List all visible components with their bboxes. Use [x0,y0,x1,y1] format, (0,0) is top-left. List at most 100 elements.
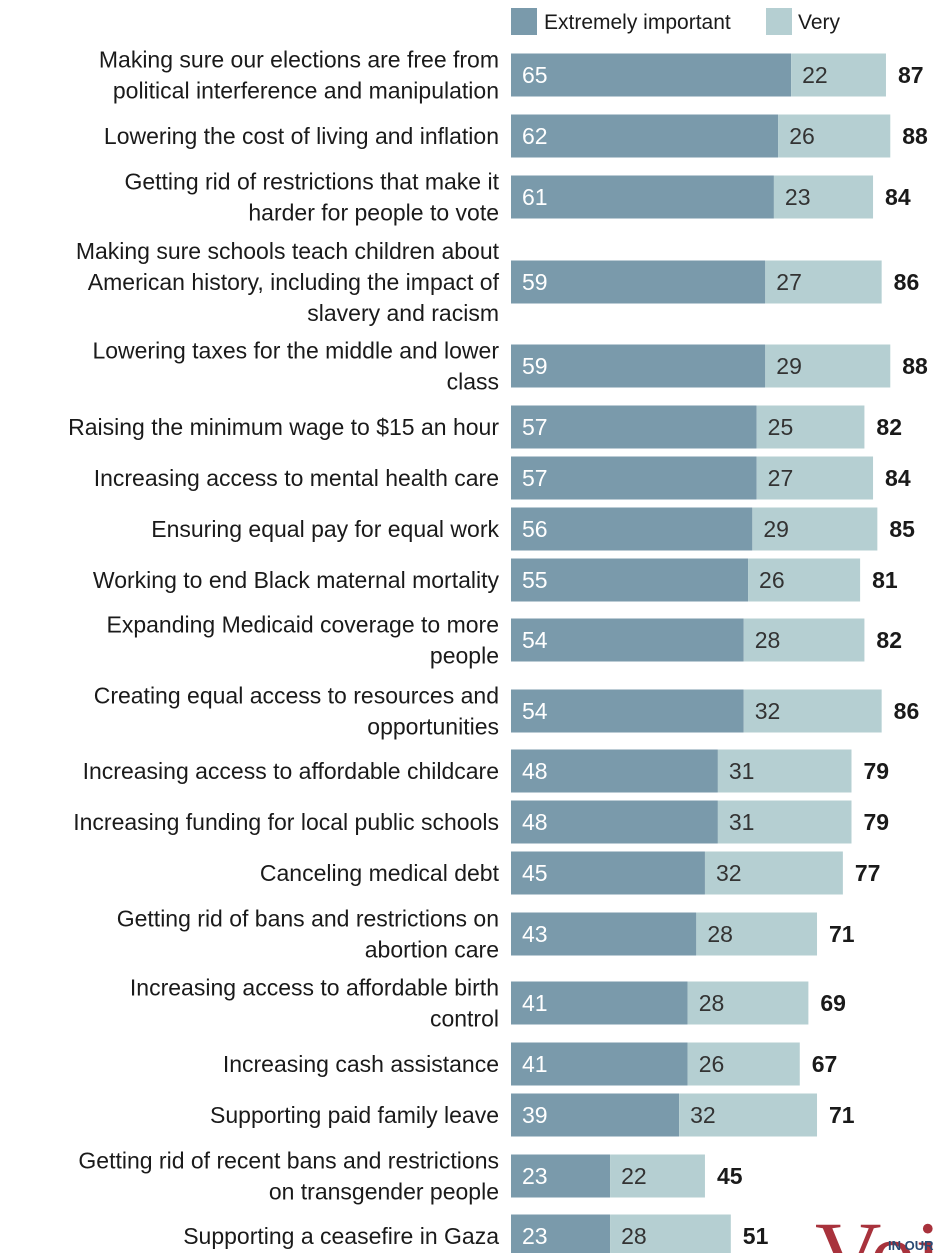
data-label-very: 27 [776,269,802,295]
data-label-very: 26 [699,1051,725,1077]
category-label: Increasing funding for local public scho… [73,809,499,835]
bar-very [748,558,861,602]
bar-very [765,344,891,388]
data-label-total: 84 [885,465,911,491]
data-label-extremely-important: 41 [522,1051,548,1077]
bar-extremely-important [511,53,792,97]
bar-very [743,689,882,733]
data-label-very: 26 [789,123,815,149]
data-label-total: 88 [902,353,928,379]
category-label: Increasing access to affordable childcar… [83,758,499,784]
data-label-very: 26 [759,567,785,593]
bar-extremely-important [511,344,766,388]
data-label-extremely-important: 56 [522,516,548,542]
data-label-extremely-important: 65 [522,62,548,88]
category-label: Making sure schools teach children about [76,238,500,264]
data-label-extremely-important: 57 [522,465,548,491]
bar-very [610,1154,705,1198]
bar-extremely-important [511,507,753,551]
data-label-total: 71 [829,921,855,947]
bar-extremely-important [511,175,774,219]
data-label-extremely-important: 45 [522,860,548,886]
data-label-very: 29 [776,353,802,379]
category-label: Working to end Black maternal mortality [93,567,500,593]
bar-very [765,260,882,304]
data-label-very: 22 [802,62,828,88]
bar-extremely-important [511,1093,680,1137]
data-label-extremely-important: 23 [522,1223,548,1249]
data-label-total: 69 [820,990,846,1016]
bar-very [679,1093,818,1137]
category-label: Supporting a ceasefire in Gaza [183,1223,499,1249]
data-label-total: 88 [902,123,928,149]
bar-extremely-important [511,912,697,956]
category-label: Increasing access to mental health care [94,465,499,491]
bar-very [756,456,874,500]
data-label-total: 51 [743,1223,769,1249]
category-label: control [430,1006,499,1032]
data-label-extremely-important: 62 [522,123,548,149]
category-label: Increasing access to affordable birth [130,975,499,1001]
bar-very [743,618,865,662]
legend: Extremely important Very [511,8,841,35]
bar-very [717,800,852,844]
data-label-total: 84 [885,184,911,210]
category-label: on transgender people [269,1179,499,1205]
data-label-very: 23 [785,184,811,210]
bar-very [752,507,878,551]
bar-very [791,53,886,97]
data-label-total: 82 [876,414,902,440]
data-label-extremely-important: 57 [522,414,548,440]
bar-extremely-important [511,981,688,1025]
data-label-very: 28 [707,921,733,947]
data-label-total: 71 [829,1102,855,1128]
data-label-very: 22 [621,1163,647,1189]
data-label-very: 28 [621,1223,647,1249]
category-label: Getting rid of recent bans and restricti… [78,1148,499,1174]
bar-very [773,175,874,219]
bar-extremely-important [511,1214,611,1253]
data-label-very: 32 [755,698,781,724]
data-label-very: 28 [755,627,781,653]
data-label-extremely-important: 41 [522,990,548,1016]
bar-extremely-important [511,851,705,895]
bar-very [717,749,852,793]
bar-very [778,114,891,158]
data-label-total: 82 [876,627,902,653]
category-label: Raising the minimum wage to $15 an hour [68,414,499,440]
data-label-total: 79 [863,809,889,835]
bar-very [756,405,865,449]
data-label-very: 31 [729,809,755,835]
data-label-very: 32 [716,860,742,886]
bar-extremely-important [511,260,766,304]
category-label: class [447,369,499,395]
category-label: people [430,643,499,669]
data-label-total: 86 [894,698,920,724]
data-label-extremely-important: 54 [522,698,548,724]
category-label: Creating equal access to resources and [94,683,499,709]
bar-extremely-important [511,1154,611,1198]
data-label-total: 85 [889,516,915,542]
data-label-extremely-important: 61 [522,184,548,210]
data-label-very: 29 [763,516,789,542]
data-label-extremely-important: 23 [522,1163,548,1189]
category-label: Expanding Medicaid coverage to more [106,612,499,638]
bar-extremely-important [511,1042,688,1086]
data-label-extremely-important: 59 [522,353,548,379]
data-label-very: 25 [768,414,794,440]
data-label-very: 27 [768,465,794,491]
category-label: American history, including the impact o… [88,269,500,295]
bar-extremely-important [511,800,718,844]
bar-extremely-important [511,749,718,793]
logo: Voi IN OUR [815,1203,941,1253]
category-label: slavery and racism [307,300,499,326]
bar-extremely-important [511,618,744,662]
data-label-total: 79 [863,758,889,784]
bars: 65 22 87 Making sure our elections are free… [68,47,928,1253]
data-label-total: 87 [898,62,924,88]
bar-extremely-important [511,456,757,500]
data-label-extremely-important: 39 [522,1102,548,1128]
category-label: Canceling medical debt [260,860,500,886]
legend-swatch-2 [766,8,792,35]
